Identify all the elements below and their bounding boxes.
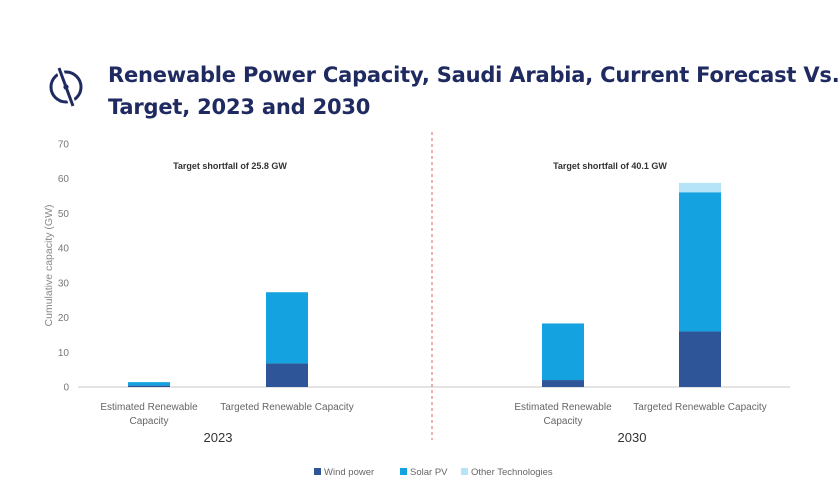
bar-segment <box>542 323 584 381</box>
y-tick-label: 60 <box>58 174 70 185</box>
bar-segment <box>128 382 170 386</box>
bar-segment <box>679 192 721 332</box>
bar-segment <box>542 380 584 387</box>
bar-segment <box>679 182 721 193</box>
x-tick-label: Estimated Renewable <box>100 402 198 413</box>
legend-swatch <box>314 468 321 475</box>
chart-title-line2: Target, 2023 and 2030 <box>108 95 371 119</box>
shortfall-annotation: Target shortfall of 25.8 GW <box>173 161 287 171</box>
y-tick-label: 10 <box>58 348 70 359</box>
legend-swatch <box>400 468 407 475</box>
shortfall-annotation: Target shortfall of 40.1 GW <box>553 161 667 171</box>
bar-segment <box>266 292 308 364</box>
x-tick-label: Capacity <box>130 416 169 427</box>
y-axis-label: Cumulative capacity (GW) <box>43 205 55 327</box>
x-tick-label: Estimated Renewable <box>514 402 612 413</box>
legend-label: Solar PV <box>410 467 448 478</box>
legend-label: Wind power <box>324 467 374 478</box>
brand-logo-icon <box>49 66 83 108</box>
x-tick-label: Capacity <box>544 416 583 427</box>
bar-segment <box>128 385 170 387</box>
y-tick-label: 40 <box>58 244 70 255</box>
y-tick-label: 0 <box>63 383 69 394</box>
x-tick-label: Targeted Renewable Capacity <box>220 402 353 413</box>
y-tick-label: 30 <box>58 278 70 289</box>
legend-swatch <box>461 468 468 475</box>
group-label: 2023 <box>204 430 233 445</box>
chart-title-line1: Renewable Power Capacity, Saudi Arabia, … <box>108 63 839 87</box>
bar-segment <box>266 363 308 387</box>
legend-label: Other Technologies <box>471 467 553 478</box>
y-tick-label: 20 <box>58 313 70 324</box>
bar-segment <box>679 331 721 387</box>
y-tick-label: 50 <box>58 209 70 220</box>
y-tick-label: 70 <box>58 140 70 151</box>
x-tick-label: Targeted Renewable Capacity <box>633 402 766 413</box>
group-label: 2030 <box>618 430 647 445</box>
